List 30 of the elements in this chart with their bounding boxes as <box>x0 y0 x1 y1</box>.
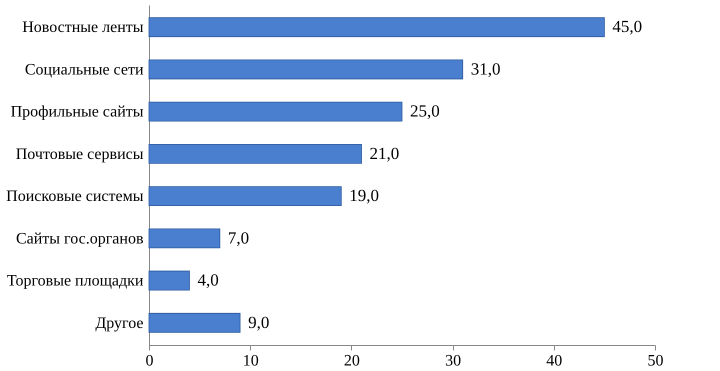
y-tick-label: Почтовые сервисы <box>16 146 144 163</box>
data-label: 45,0 <box>612 17 642 36</box>
bar <box>148 228 220 248</box>
data-label: 7,0 <box>228 228 250 248</box>
data-label: 31,0 <box>470 59 500 78</box>
y-tick-label: Торговые площадки <box>6 272 144 290</box>
bar <box>148 144 362 164</box>
y-tick-label: Социальные сети <box>24 61 144 78</box>
y-tick-label: Новостные ленты <box>22 19 144 36</box>
data-label: 19,0 <box>349 186 380 206</box>
x-tick-label: 20 <box>344 352 360 370</box>
bar <box>148 186 342 206</box>
x-tick-label: 50 <box>648 352 664 370</box>
data-label: 4,0 <box>197 270 219 290</box>
data-label: 9,0 <box>248 312 270 332</box>
bar <box>148 17 605 38</box>
x-tick-label: 0 <box>146 352 154 370</box>
bar <box>148 270 190 290</box>
bar <box>148 312 240 333</box>
data-label: 25,0 <box>410 102 440 121</box>
x-tick-label: 30 <box>445 352 462 370</box>
y-tick-label: Поисковые системы <box>6 188 144 206</box>
y-tick-label: Другое <box>95 314 144 332</box>
y-tick-label: Профильные сайты <box>10 104 144 121</box>
x-tick-label: 40 <box>546 352 562 370</box>
y-tick-label: Сайты гос.органов <box>16 230 144 248</box>
bar <box>148 102 402 122</box>
bar <box>148 60 464 80</box>
data-label: 21,0 <box>370 144 400 163</box>
x-tick-label: 10 <box>242 352 259 370</box>
